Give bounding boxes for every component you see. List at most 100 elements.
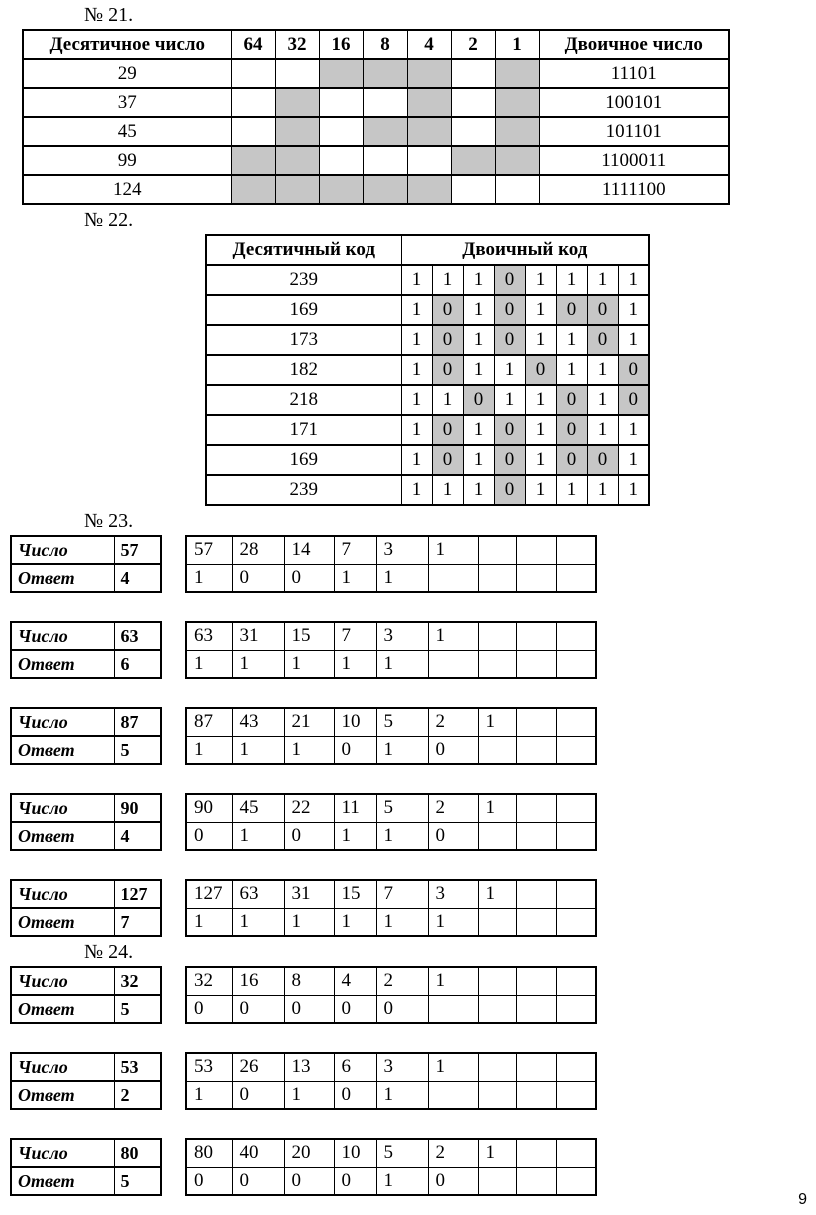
decimal-binary-code-table: Десятичный код Двоичный код 239 1 1 1 0 1 1 1 1 169… [205,234,651,506]
cell: 13 [283,1052,335,1082]
cell: 80 [113,1138,162,1168]
table-row: Ответ 4 [10,563,162,593]
cell [555,1138,597,1168]
section-heading-23: № 23. [84,510,134,532]
cell: 0 [283,994,335,1024]
cell: 10 [333,707,377,737]
table-row: Число 63 [10,621,162,651]
cell: 3 [375,1052,429,1082]
cell [477,1080,517,1110]
cell: 1 [427,966,479,996]
cell [362,87,408,118]
cell: 1 [617,414,650,446]
cell: 31 [231,621,285,651]
cell: 53 [185,1052,233,1082]
section-heading-21: № 21. [84,4,134,26]
table-row: Число 53 [10,1052,162,1082]
cell: 22 [283,793,335,823]
division-chain-table: 87 43 21 10 5 2 1 1 1 1 0 1 0 [185,707,597,765]
cell: 1 [375,1166,429,1196]
cell [230,145,276,176]
cell: 239 [205,474,402,506]
cell: 11 [333,793,377,823]
cell: 0 [493,264,526,296]
cell: 2 [427,707,479,737]
header-cell: Двоичное число [538,29,730,60]
cell [515,1138,557,1168]
cell [477,821,517,851]
cell: 1 [462,354,495,386]
cell [515,535,557,565]
cell: 0 [185,821,233,851]
cell [450,116,496,147]
cell: Ответ [10,1080,115,1110]
cell [477,1166,517,1196]
cell: 0 [431,294,464,326]
cell: 169 [205,294,402,326]
cell [230,58,276,89]
cell: 0 [555,444,588,476]
cell: 1 [185,907,233,937]
cell: Число [10,966,115,996]
table-row: 169 1 0 1 0 1 0 0 1 [205,444,650,476]
cell [274,58,320,89]
cell: 0 [431,354,464,386]
cell: 6 [333,1052,377,1082]
number-block: Число 53 Ответ 2 53 26 13 6 3 1 1 0 1 0 1 [10,1052,816,1110]
cell: 1 [477,1138,517,1168]
cell: 80 [185,1138,233,1168]
section-heading-24: № 24. [84,941,134,963]
cell: Ответ [10,907,115,937]
cell: 5 [375,793,429,823]
cell: 2 [375,966,429,996]
cell: 1 [283,1080,335,1110]
cell: 63 [231,879,285,909]
cell: 0 [231,994,285,1024]
cell: 63 [113,621,162,651]
division-chain-table: 80 40 20 10 5 2 1 0 0 0 0 1 0 [185,1138,597,1196]
page-number: 9 [798,1191,807,1208]
cell: Ответ [10,649,115,679]
table-row: 29 11101 [22,58,730,89]
table-row: 182 1 0 1 1 0 1 1 0 [205,354,650,386]
cell: 3 [375,621,429,651]
cell: 1 [400,384,433,416]
cell: 5 [113,994,162,1024]
table-row: 218 1 1 0 1 1 0 1 0 [205,384,650,416]
cell: 11101 [538,58,730,89]
number-block: Число 63 Ответ 6 63 31 15 7 3 1 1 1 1 1 1 [10,621,816,679]
cell [515,994,557,1024]
cell: Число [10,1138,115,1168]
cell: 1 [493,384,526,416]
cell: Число [10,879,115,909]
cell: 1 [555,354,588,386]
number-block: Число 90 Ответ 4 90 45 22 11 5 2 1 0 1 0 1 1 0 [10,793,816,851]
cell: 1 [555,264,588,296]
number-answer-table: Число 53 Ответ 2 [10,1052,162,1110]
cell: 0 [586,294,619,326]
cell: 1 [375,1080,429,1110]
cell: 15 [333,879,377,909]
cell [477,563,517,593]
cell: 0 [493,444,526,476]
cell [477,621,517,651]
cell: 0 [462,384,495,416]
cell [477,1052,517,1082]
cell: 1 [375,907,429,937]
number-answer-table: Число 57 Ответ 4 [10,535,162,593]
cell: Число [10,793,115,823]
cell: 0 [283,1166,335,1196]
cell: 100101 [538,87,730,118]
cell [406,145,452,176]
cell: 28 [231,535,285,565]
cell [515,735,557,765]
cell: 1 [524,384,557,416]
document-page: { "page": {"number": "9"}, "sections": {… [0,3,816,1215]
cell [230,87,276,118]
cell: 1 [431,384,464,416]
cell [555,707,597,737]
cell: 1 [524,414,557,446]
cell: 1 [283,735,335,765]
